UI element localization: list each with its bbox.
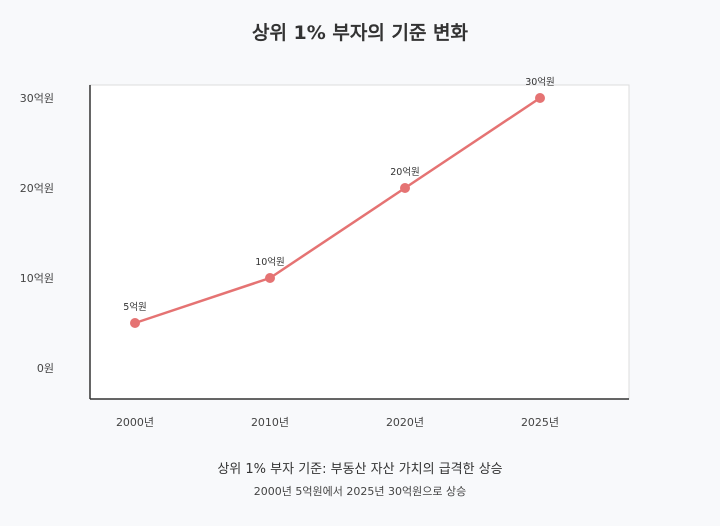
data-labels: 5억원 10억원 20억원 30억원 [123,76,555,313]
data-point [130,318,140,328]
plot-area [89,84,630,400]
data-point [535,93,545,103]
data-label: 5억원 [123,301,147,313]
data-label: 30억원 [525,76,555,88]
data-point [400,183,410,193]
chart-subcaption: 2000년 5억원에서 2025년 30억원으로 상승 [253,485,467,498]
y-tick-label: 30억원 [20,92,54,105]
x-tick-label: 2025년 [521,416,559,429]
y-tick-label: 20억원 [20,182,54,195]
data-points [130,93,545,328]
x-tick-labels: 2000년 2010년 2020년 2025년 [116,416,559,429]
y-tick-label: 10억원 [20,272,54,285]
data-label: 20억원 [390,166,420,178]
chart-title: 상위 1% 부자의 기준 변화 [251,22,469,44]
x-tick-label: 2010년 [251,416,289,429]
data-point [265,273,275,283]
x-tick-label: 2000년 [116,416,154,429]
series-line [133,96,542,325]
y-tick-labels: 0원 10억원 20억원 30억원 [20,92,54,375]
data-label: 10억원 [255,256,285,268]
x-tick-label: 2020년 [386,416,424,429]
chart-caption: 상위 1% 부자 기준: 부동산 자산 가치의 급격한 상승 [217,462,503,477]
y-tick-label: 0원 [37,362,54,375]
